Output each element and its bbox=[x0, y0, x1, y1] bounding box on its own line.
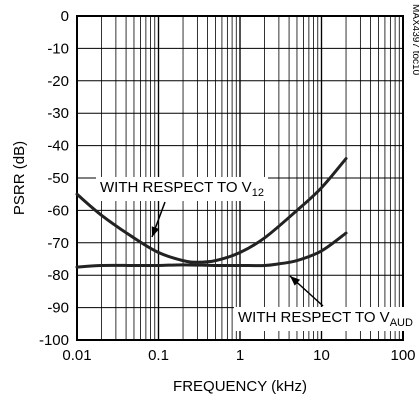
annotation-v12-background bbox=[96, 177, 268, 201]
annotation-vaud-arrowhead bbox=[290, 276, 301, 286]
y-tick-label: -90 bbox=[47, 300, 69, 317]
annotation-vaud-label: WITH RESPECT TO VAUD bbox=[238, 309, 413, 329]
annotation-v12-label: WITH RESPECT TO V12 bbox=[100, 179, 264, 199]
x-axis-ticks: 0.01 0.1 1 10 100 bbox=[62, 347, 415, 364]
y-tick-label: -70 bbox=[47, 235, 69, 252]
x-tick-label: 0.01 bbox=[62, 347, 91, 364]
plot-frame bbox=[76, 15, 404, 341]
figure-code: MAX4397 toc10 bbox=[410, 4, 419, 76]
y-tick-label: -10 bbox=[47, 40, 69, 57]
annotation-v12-main: WITH RESPECT TO V bbox=[100, 179, 252, 196]
y-tick-label: -30 bbox=[47, 105, 69, 122]
annotation-v12: WITH RESPECT TO V12 bbox=[96, 177, 268, 238]
y-tick-label: -100 bbox=[39, 332, 69, 349]
y-tick-label: -80 bbox=[47, 267, 69, 284]
annotation-v12-sub: 12 bbox=[252, 187, 264, 199]
series-line-1 bbox=[75, 231, 348, 269]
x-tick-label: 10 bbox=[313, 347, 330, 364]
annotation-vaud: WITH RESPECT TO VAUD bbox=[234, 275, 417, 331]
y-tick-label: -20 bbox=[47, 73, 69, 90]
x-tick-label: 100 bbox=[390, 347, 415, 364]
series-line-0 bbox=[75, 157, 348, 264]
series-lines bbox=[75, 157, 348, 269]
y-tick-label: -50 bbox=[47, 170, 69, 187]
annotation-vaud-background bbox=[234, 307, 417, 331]
y-axis-label: PSRR (dB) bbox=[11, 141, 28, 215]
y-tick-label: -60 bbox=[47, 202, 69, 219]
x-tick-label: 0.1 bbox=[148, 347, 169, 364]
annotation-v12-arrowhead bbox=[151, 226, 160, 237]
annotation-vaud-sub: AUD bbox=[390, 317, 413, 329]
y-axis-ticks: 0 -10 -20 -30 -40 -50 -60 -70 -80 -90 -100 bbox=[39, 8, 69, 349]
y-tick-label: 0 bbox=[61, 8, 69, 25]
x-axis-label: FREQUENCY (kHz) bbox=[173, 378, 307, 395]
annotation-vaud-main: WITH RESPECT TO V bbox=[238, 309, 390, 326]
y-tick-label: -40 bbox=[47, 138, 69, 155]
x-tick-label: 1 bbox=[236, 347, 244, 364]
